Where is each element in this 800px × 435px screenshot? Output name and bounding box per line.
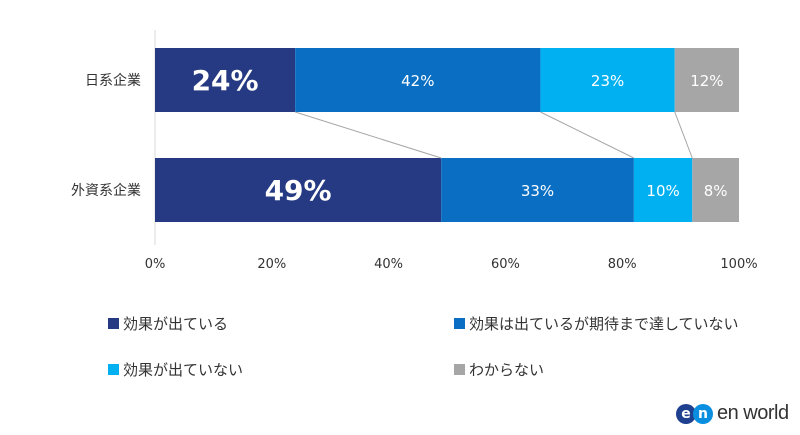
x-tick-label: 100% xyxy=(720,257,757,272)
legend-label: 効果が出ていない xyxy=(123,361,244,379)
series-line xyxy=(295,111,442,159)
series-line xyxy=(540,111,635,159)
legend-item: わからない xyxy=(454,359,544,380)
bar-segment xyxy=(441,158,634,222)
bar-segment xyxy=(674,48,739,112)
bar-segment xyxy=(633,158,693,222)
data-label: 33% xyxy=(521,182,554,200)
bar-segment xyxy=(692,158,739,222)
legend-item: 効果が出ていない xyxy=(108,359,243,380)
bar-segment xyxy=(155,158,442,222)
x-tick-label: 20% xyxy=(257,257,286,272)
x-tick-label: 80% xyxy=(608,257,637,272)
legend-swatch xyxy=(454,318,465,329)
bar-segment xyxy=(540,48,675,112)
legend-swatch xyxy=(454,364,465,375)
data-label: 8% xyxy=(704,182,728,200)
legend-swatch xyxy=(108,318,119,329)
bar-segment xyxy=(295,48,541,112)
x-tick-label: 40% xyxy=(374,257,403,272)
legend-swatch xyxy=(108,364,119,375)
legend-label: 効果が出ている xyxy=(123,315,229,333)
data-label: 23% xyxy=(591,72,624,90)
data-label: 24% xyxy=(192,64,259,97)
x-tick-label: 60% xyxy=(491,257,520,272)
enworld-logo: e n en world xyxy=(676,402,789,425)
logo-mark-e: e xyxy=(676,403,696,424)
category-label: 日系企業 xyxy=(85,72,141,89)
logo-mark-n: n xyxy=(693,403,713,424)
data-label: 49% xyxy=(265,174,332,207)
logo-text: en world xyxy=(717,402,789,424)
legend-item: 効果は出ているが期待まで達していない xyxy=(454,313,739,334)
x-tick-label: 0% xyxy=(145,257,166,272)
series-line xyxy=(674,111,693,159)
category-label: 外資系企業 xyxy=(71,182,141,199)
legend-label: 効果は出ているが期待まで達していない xyxy=(469,315,739,333)
data-label: 42% xyxy=(401,72,434,90)
data-label: 10% xyxy=(646,182,679,200)
legend-item: 効果が出ている xyxy=(108,313,228,334)
data-label: 12% xyxy=(690,72,723,90)
bar-segment xyxy=(155,48,296,112)
legend-label: わからない xyxy=(469,361,545,379)
